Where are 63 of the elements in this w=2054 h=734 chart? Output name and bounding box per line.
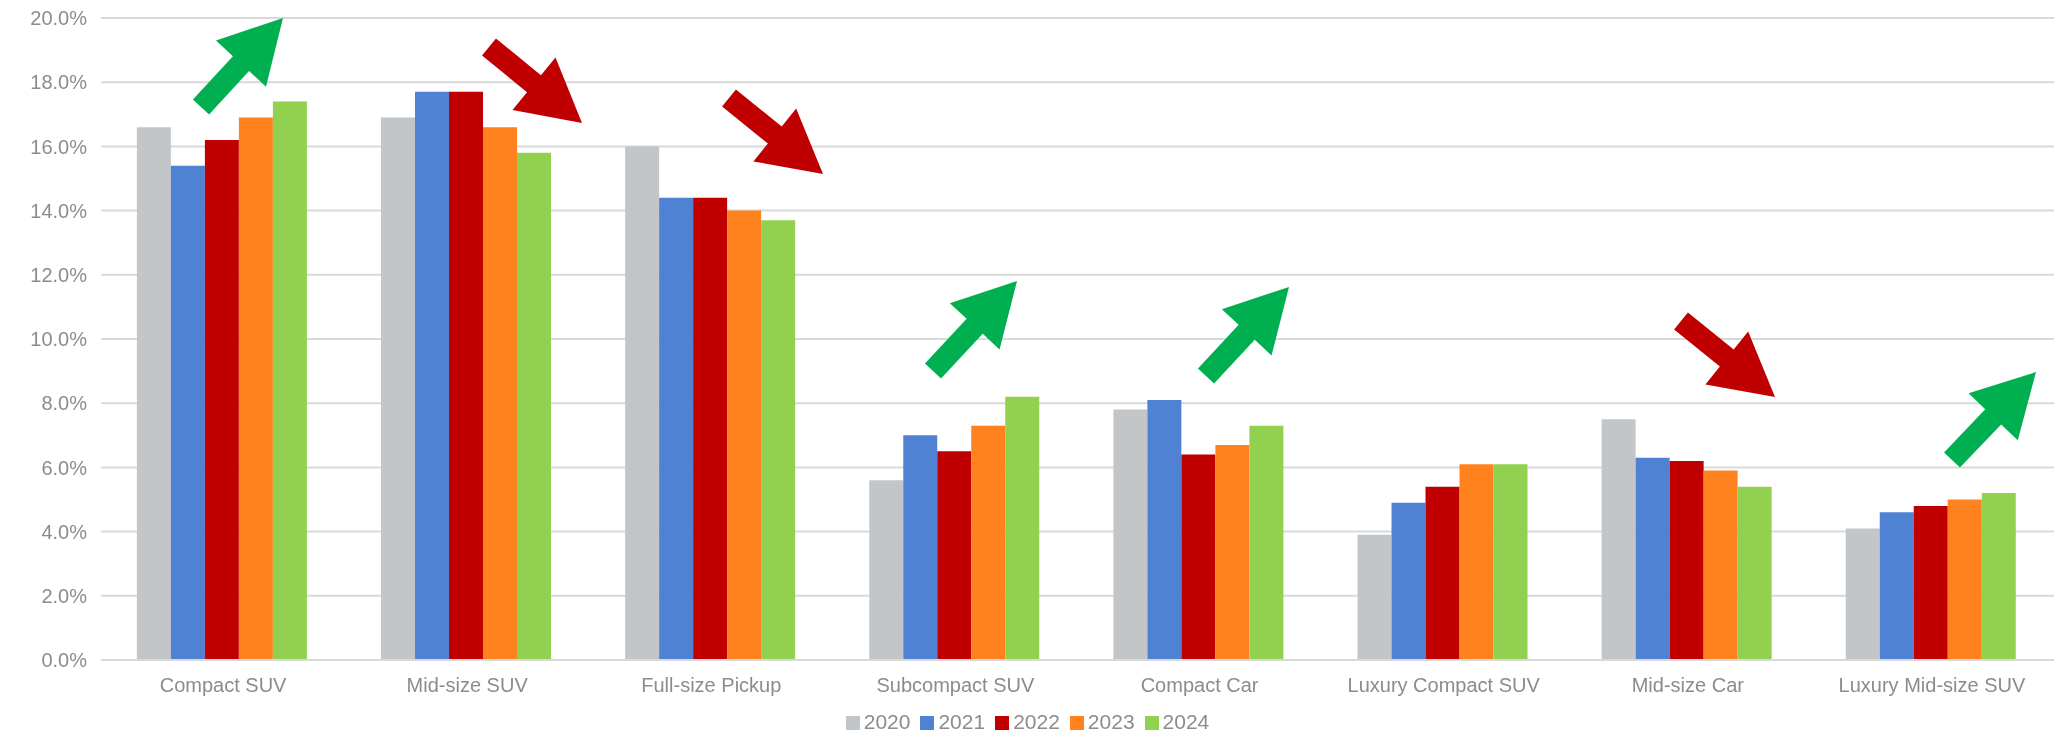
bar <box>381 117 416 660</box>
bar <box>1493 464 1528 660</box>
y-tick-label: 6.0% <box>41 456 88 479</box>
bar <box>1879 512 1914 660</box>
bar <box>272 101 307 660</box>
bar <box>625 146 660 660</box>
bar <box>971 425 1006 660</box>
y-tick-label: 2.0% <box>41 584 88 607</box>
y-tick-label: 0.0% <box>41 649 88 672</box>
bar <box>1669 460 1704 660</box>
bar <box>937 451 972 660</box>
y-tick-label: 20.0% <box>30 7 88 30</box>
bar <box>1947 499 1982 660</box>
x-tick-label: Mid-size SUV <box>406 674 529 697</box>
y-tick-label: 14.0% <box>30 199 88 222</box>
x-tick-label: Compact SUV <box>159 674 288 697</box>
bar <box>1425 486 1460 660</box>
y-tick-label: 10.0% <box>30 328 88 351</box>
bar <box>1845 528 1880 660</box>
bar <box>903 435 938 660</box>
bar <box>869 480 904 660</box>
legend-label: 2020 <box>863 710 911 733</box>
bar <box>1981 493 2016 660</box>
bar <box>1601 419 1636 660</box>
bar <box>693 197 728 660</box>
bar <box>1913 505 1948 660</box>
bar <box>517 152 552 660</box>
y-tick-label: 8.0% <box>41 392 88 415</box>
bar <box>1215 444 1250 660</box>
bar <box>1113 409 1148 660</box>
bar <box>1459 464 1494 660</box>
bar <box>1635 457 1670 660</box>
bar <box>1249 425 1284 660</box>
x-tick-label: Compact Car <box>1140 674 1259 697</box>
y-tick-label: 4.0% <box>41 520 88 543</box>
bar <box>204 139 239 660</box>
bar <box>1147 399 1182 660</box>
bar <box>659 197 694 660</box>
legend-label: 2021 <box>938 710 986 733</box>
bar <box>1391 502 1426 660</box>
x-tick-label: Full-size Pickup <box>641 674 782 697</box>
legend-label: 2024 <box>1162 710 1210 733</box>
x-tick-label: Luxury Compact SUV <box>1347 674 1541 697</box>
bar <box>1005 396 1040 660</box>
bar <box>449 91 484 660</box>
legend-label: 2023 <box>1087 710 1135 733</box>
y-tick-label: 12.0% <box>30 263 88 286</box>
bar <box>1181 454 1216 660</box>
bar <box>1703 470 1738 660</box>
x-tick-label: Subcompact SUV <box>876 674 1036 697</box>
bar <box>1737 486 1772 660</box>
y-tick-label: 16.0% <box>30 135 88 158</box>
bar <box>727 210 762 660</box>
y-tick-label: 18.0% <box>30 71 88 94</box>
bar <box>483 127 518 660</box>
x-tick-label: Mid-size Car <box>1631 674 1745 697</box>
legend-label: 2022 <box>1013 710 1060 733</box>
x-tick-label: Luxury Mid-size SUV <box>1838 674 2026 697</box>
bar <box>136 127 171 660</box>
bar <box>415 91 450 660</box>
bar <box>170 165 205 660</box>
bar <box>761 220 796 660</box>
bar <box>1357 534 1392 660</box>
